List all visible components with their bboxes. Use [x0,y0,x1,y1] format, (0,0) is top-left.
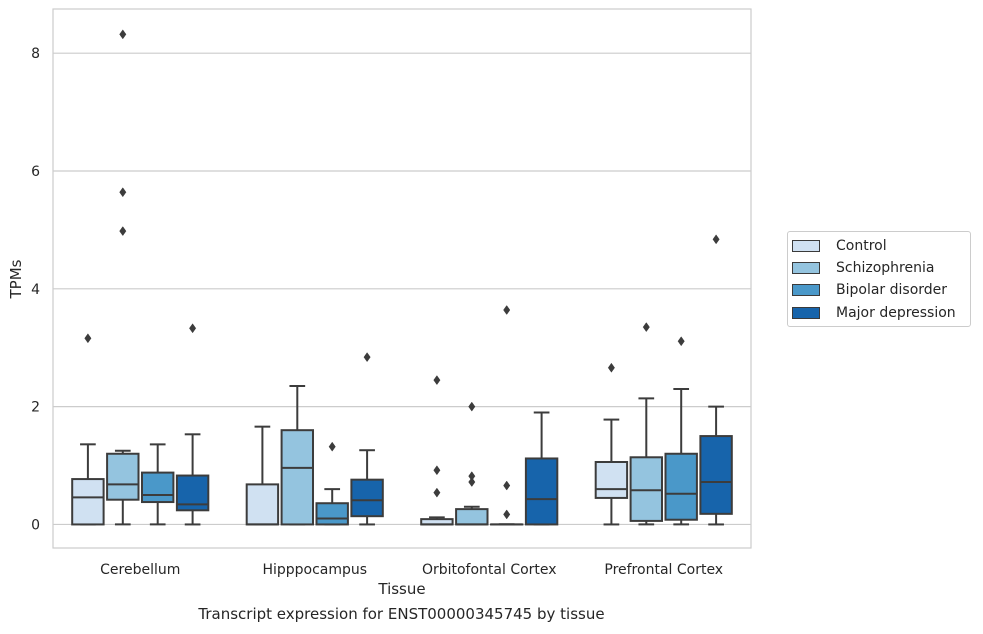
x-tick-label-cerebellum: Cerebellum [100,562,180,578]
box-hipppocampus-control [245,425,280,526]
legend-swatch-control [792,240,820,252]
legend-label-schizophrenia: Schizophrenia [836,260,935,276]
iqr-box [524,457,559,526]
outlier-point [468,471,476,482]
y-tick-label-0: 0 [31,517,40,533]
y-tick-label-4: 4 [31,282,40,298]
legend-swatch-bipolar-disorder [792,284,820,296]
outlier-point [363,352,371,363]
iqr-box [455,508,489,526]
outlier-point [119,29,127,40]
outlier-point [119,226,127,237]
outlier-point [468,401,476,412]
x-tick-label-hipppocampus: Hipppocampus [262,562,367,578]
box-prefrontal-cortex-major-depression [699,234,733,526]
boxes [71,29,733,526]
outlier-point [607,362,615,373]
plot-frame [52,8,752,549]
outlier-point [642,322,650,333]
box-orbitofontal-cortex-schizophrenia [455,401,489,526]
x-axis-label: Tissue [377,580,425,598]
outlier-point [189,323,197,334]
outlier-point [503,305,511,315]
outlier-point [503,480,511,491]
outlier-point [468,477,476,487]
box-prefrontal-cortex-schizophrenia [629,322,664,526]
iqr-box [699,435,733,515]
iqr-box [140,471,175,504]
legend-item-bipolar-disorder: Bipolar disorder [792,281,947,299]
legend-swatch-major-depression [792,307,820,319]
x-tick-label-prefrontal-cortex: Prefrontal Cortex [604,562,723,578]
iqr-box [71,478,105,526]
box-prefrontal-cortex-control [594,362,629,526]
legend-label-major-depression: Major depression [836,305,956,321]
y-axis-label: TPMs [7,259,25,299]
box-cerebellum-bipolar-disorder [140,443,175,526]
legend: Control Schizophrenia Bipolar disorder M… [787,231,971,327]
box-hipppocampus-major-depression [350,352,384,526]
legend-item-major-depression: Major depression [792,304,956,322]
outlier-point [503,509,511,520]
outlier-point [433,375,441,386]
legend-item-control: Control [792,237,887,255]
outlier-point [677,336,685,347]
legend-label-bipolar-disorder: Bipolar disorder [836,282,948,298]
iqr-box [664,452,698,521]
iqr-box [350,478,384,518]
outlier-point [433,465,441,476]
iqr-box [315,502,349,526]
outlier-point [328,441,336,452]
box-hipppocampus-bipolar-disorder [315,441,349,526]
box-cerebellum-control [71,333,105,526]
legend-item-schizophrenia: Schizophrenia [792,259,934,277]
y-tick-labels: 0 2 4 6 8 [31,46,40,533]
gridlines [53,52,751,526]
iqr-box [106,452,140,501]
box-orbitofontal-cortex-bipolar-disorder [489,305,524,526]
outlier-point [84,333,92,344]
box-prefrontal-cortex-bipolar-disorder [664,336,698,526]
chart-caption: Transcript expression for ENST0000034574… [198,605,605,623]
box-orbitofontal-cortex-major-depression [524,411,559,526]
box-orbitofontal-cortex-control [420,375,454,526]
box-cerebellum-schizophrenia [106,29,140,526]
box-cerebellum-major-depression [175,323,210,526]
legend-label-control: Control [836,238,887,254]
y-tick-label-2: 2 [31,400,40,416]
outlier-point [712,234,720,245]
y-tick-label-8: 8 [31,46,40,62]
legend-swatch-schizophrenia [792,262,820,274]
outlier-point [119,187,127,198]
iqr-box [594,460,629,499]
x-tick-label-orbitofontal-cortex: Orbitofontal Cortex [422,562,557,578]
iqr-box [245,483,280,526]
x-tick-labels: Cerebellum Hipppocampus Orbitofontal Corte… [100,562,723,578]
iqr-box [629,456,664,522]
box-hipppocampus-schizophrenia [280,385,315,526]
y-tick-label-6: 6 [31,164,40,180]
outlier-point [433,487,441,498]
iqr-box [280,429,315,526]
